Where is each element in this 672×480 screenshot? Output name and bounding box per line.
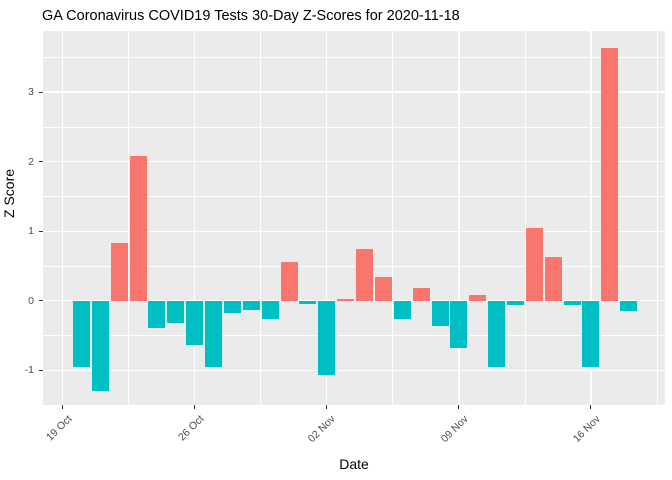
y-minor-gridline [43, 335, 665, 336]
x-tick-mark [458, 405, 460, 409]
x-tick-label: 09 Nov [438, 413, 471, 446]
y-major-gridline [43, 369, 665, 371]
y-minor-gridline [43, 265, 665, 267]
bar-2020-11-15 [563, 300, 581, 305]
x-tick-label: 19 Oct [43, 413, 75, 444]
y-tick-label: -1 [24, 364, 34, 377]
x-major-gridline [590, 31, 592, 405]
x-minor-gridline [260, 31, 262, 405]
y-tick-mark [39, 230, 43, 232]
x-tick-mark [590, 405, 592, 409]
bar-2020-10-21 [91, 300, 109, 392]
y-major-gridline [43, 230, 665, 232]
y-tick-mark [39, 91, 43, 93]
y-tick-mark [39, 161, 43, 163]
bar-2020-10-20 [72, 300, 90, 368]
x-major-gridline [326, 31, 328, 405]
bar-2020-10-25 [167, 300, 185, 323]
bar-2020-11-13 [525, 227, 543, 301]
bar-2020-10-22 [110, 243, 128, 301]
bar-2020-11-08 [431, 300, 449, 327]
x-minor-gridline [392, 31, 394, 405]
chart-title: GA Coronavirus COVID19 Tests 30-Day Z-Sc… [42, 8, 460, 24]
plot-panel [43, 31, 665, 405]
bar-2020-11-16 [582, 300, 600, 367]
bar-2020-11-11 [488, 300, 506, 367]
y-tick-mark [39, 369, 43, 371]
bar-2020-11-04 [356, 248, 374, 301]
x-minor-gridline [128, 31, 129, 405]
y-tick-mark [39, 300, 43, 302]
x-tick-mark [62, 405, 64, 409]
x-tick-mark [326, 405, 328, 409]
bar-2020-10-28 [223, 300, 241, 313]
x-tick-mark [194, 405, 196, 409]
bar-2020-10-31 [280, 261, 298, 301]
y-major-gridline [43, 91, 665, 93]
y-tick-label: 2 [28, 155, 34, 168]
x-major-gridline [193, 31, 196, 405]
y-major-gridline [43, 300, 665, 302]
x-axis-title: Date [339, 456, 369, 472]
bar-2020-11-10 [469, 295, 487, 301]
x-tick-label: 26 Oct [175, 413, 207, 444]
bar-2020-11-17 [601, 47, 619, 301]
y-axis-title: Z Score [1, 168, 17, 218]
bar-2020-11-07 [412, 288, 430, 301]
x-major-gridline [61, 31, 64, 405]
bar-2020-11-06 [393, 300, 411, 319]
y-tick-label: 0 [28, 294, 34, 307]
y-tick-label: 1 [28, 225, 34, 238]
bar-2020-11-02 [318, 300, 336, 376]
bar-2020-11-09 [450, 300, 468, 348]
bar-2020-10-24 [148, 300, 166, 328]
x-tick-label: 16 Nov [570, 413, 603, 446]
bar-2020-10-27 [205, 300, 223, 368]
x-minor-gridline [524, 31, 526, 405]
bar-2020-10-26 [186, 300, 204, 345]
bar-2020-11-12 [506, 300, 524, 305]
y-minor-gridline [43, 57, 665, 58]
bar-2020-10-30 [261, 300, 279, 319]
bar-2020-10-23 [129, 156, 147, 301]
bar-2020-11-14 [544, 256, 562, 301]
bar-2020-11-03 [337, 298, 355, 301]
bar-2020-11-18 [620, 300, 638, 312]
y-minor-gridline [43, 126, 665, 128]
x-major-gridline [458, 31, 460, 405]
y-major-gridline [43, 160, 665, 163]
bar-2020-11-05 [374, 277, 392, 301]
y-minor-gridline [43, 196, 665, 197]
y-tick-label: 3 [28, 86, 34, 99]
bar-2020-10-29 [242, 300, 260, 311]
x-minor-gridline [656, 31, 658, 405]
bar-2020-11-01 [299, 300, 317, 305]
x-tick-label: 02 Nov [306, 413, 339, 446]
